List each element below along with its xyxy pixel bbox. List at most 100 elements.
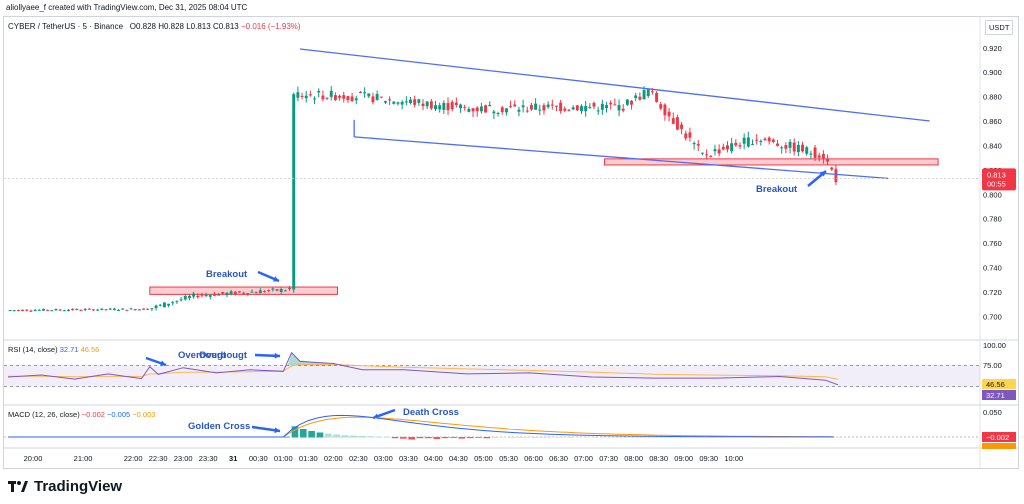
- candle-body: [67, 309, 70, 311]
- annotation-label: Golden Cross: [188, 421, 250, 432]
- rsi-tick-label: 75.00: [983, 361, 1002, 370]
- time-tick-label: 04:00: [424, 454, 443, 463]
- candle-body: [417, 99, 421, 103]
- candle-body: [12, 310, 16, 312]
- brand-name: TradingView: [34, 478, 123, 495]
- candle-body: [396, 102, 400, 104]
- candle-body: [730, 143, 734, 152]
- candle-body: [92, 309, 95, 311]
- macd-histogram-bar: [525, 437, 532, 438]
- candle-body: [125, 309, 129, 311]
- macd-histogram-bar: [700, 437, 708, 438]
- macd-histogram-bar: [625, 437, 632, 438]
- candle-body: [87, 308, 91, 310]
- annotation-label: Death Cross: [403, 407, 459, 418]
- time-tick-label: 04:30: [449, 454, 468, 463]
- macd-signal-badge: [982, 443, 1016, 449]
- macd-tick-label: 0.050: [983, 408, 1002, 417]
- candle-body: [751, 144, 754, 146]
- candle-body: [37, 309, 41, 311]
- currency-button[interactable]: USDT: [985, 20, 1014, 35]
- candle-body: [463, 106, 467, 108]
- candle-body: [367, 93, 371, 97]
- macd-histogram-bar: [717, 437, 724, 438]
- time-tick-label: 00:30: [249, 454, 268, 463]
- candle-body: [542, 105, 546, 111]
- macd-histogram-bar: [666, 437, 674, 438]
- candle-body: [400, 101, 404, 105]
- rsi-line: [7, 351, 839, 386]
- brand-logo[interactable]: TradingView: [8, 478, 122, 495]
- candle-body: [671, 118, 675, 124]
- candle-body: [550, 104, 554, 106]
- candle-body: [655, 92, 659, 102]
- candle-body: [617, 105, 621, 111]
- time-tick-label: 09:30: [699, 454, 718, 463]
- candle-body: [634, 95, 638, 99]
- macd-histogram-bar: [516, 437, 524, 438]
- candle-body: [613, 104, 617, 106]
- macd-histogram-bar: [308, 430, 315, 438]
- candle-body: [813, 147, 817, 158]
- candle-body: [429, 101, 433, 109]
- candle-body: [392, 101, 396, 104]
- macd-histogram-bar: [408, 437, 416, 440]
- candle-body: [425, 101, 429, 107]
- rsi-legend-ma: 46.56: [80, 345, 100, 354]
- macd-histogram-bar: [550, 437, 557, 438]
- candle-body: [288, 287, 291, 289]
- channel-upper-line: [299, 48, 930, 122]
- candle-body: [726, 145, 729, 150]
- candle-body: [434, 105, 437, 110]
- candle-body: [150, 308, 154, 310]
- candle-body: [292, 94, 296, 290]
- candle-body: [279, 289, 283, 292]
- candle-body: [354, 98, 358, 101]
- macd-histogram-bar: [692, 437, 699, 438]
- macd-histogram-bar: [341, 435, 349, 438]
- candle-body: [521, 105, 525, 108]
- macd-histogram-bar: [633, 437, 641, 438]
- time-tick-label: 05:00: [474, 454, 493, 463]
- candle-body: [79, 310, 83, 312]
- candle-body: [50, 310, 54, 312]
- channel-lower-line: [354, 136, 889, 180]
- candle-body: [358, 91, 362, 93]
- candle-body: [763, 138, 767, 141]
- candle-body: [154, 305, 158, 309]
- candle-body: [571, 107, 575, 110]
- time-tick-label: 23:00: [174, 454, 193, 463]
- time-tick-label: 07:30: [599, 454, 618, 463]
- price-tick-label: 0.740: [983, 264, 1002, 273]
- candle-body: [192, 293, 196, 297]
- macd-histogram-bar: [283, 436, 290, 438]
- candle-body: [700, 152, 704, 154]
- rsi-ma-badge: [982, 379, 1016, 389]
- candle-body: [254, 292, 258, 294]
- candle-body: [592, 102, 596, 107]
- candle-body: [467, 108, 471, 112]
- candle-body: [21, 309, 25, 311]
- macd-histogram-bar: [491, 437, 499, 439]
- candle-body: [755, 139, 759, 141]
- candle-body: [283, 290, 287, 292]
- breakout-arrow-2-head: [820, 171, 826, 177]
- time-tick-label: 22:00: [124, 454, 143, 463]
- rsi-legend-value: 32.71: [59, 345, 79, 354]
- candle-body: [534, 103, 538, 110]
- candle-body: [759, 140, 763, 143]
- candle-body: [409, 99, 412, 103]
- candle-body: [788, 141, 792, 148]
- macd-histogram-bar: [683, 437, 691, 438]
- candle-body: [446, 103, 450, 111]
- candle-body: [442, 102, 446, 110]
- symbol-name[interactable]: CYBER / TetherUS · 5 · Binance: [8, 22, 124, 31]
- annotation-label: Overbougt: [199, 350, 248, 361]
- candle-body: [308, 94, 312, 96]
- candle-body: [217, 293, 221, 296]
- macd-line: [8, 414, 834, 438]
- rsi-tick-label: 100.00: [983, 341, 1006, 350]
- macd-histogram-bar: [833, 437, 841, 438]
- candle-body: [304, 95, 308, 99]
